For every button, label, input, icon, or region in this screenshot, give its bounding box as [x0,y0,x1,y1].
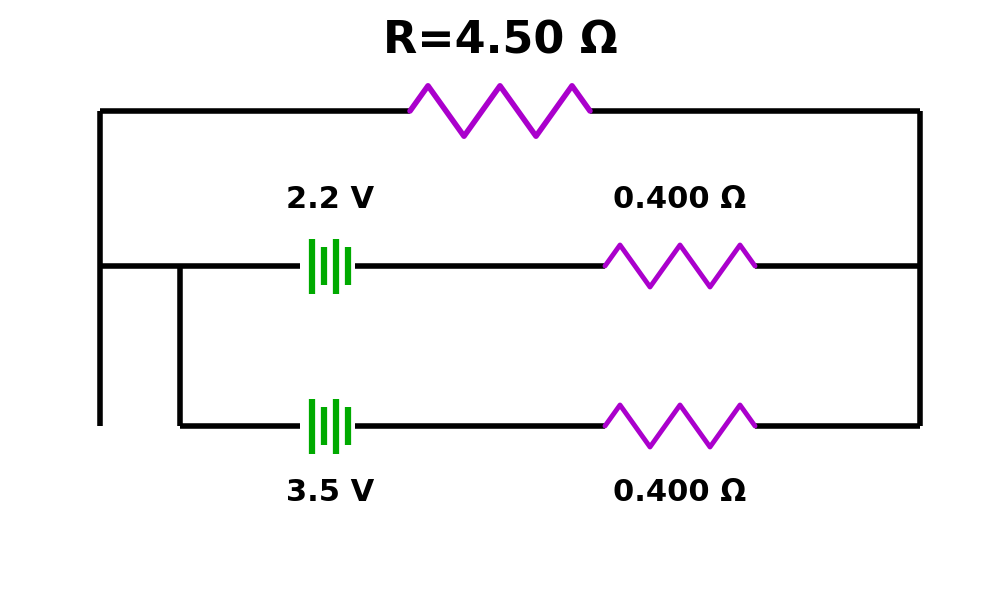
Text: 2.2 V: 2.2 V [286,185,374,214]
Text: 3.5 V: 3.5 V [286,478,374,507]
Text: 0.400 Ω: 0.400 Ω [613,478,747,507]
Text: 0.400 Ω: 0.400 Ω [613,185,747,214]
Text: R=4.50 Ω: R=4.50 Ω [383,20,617,62]
